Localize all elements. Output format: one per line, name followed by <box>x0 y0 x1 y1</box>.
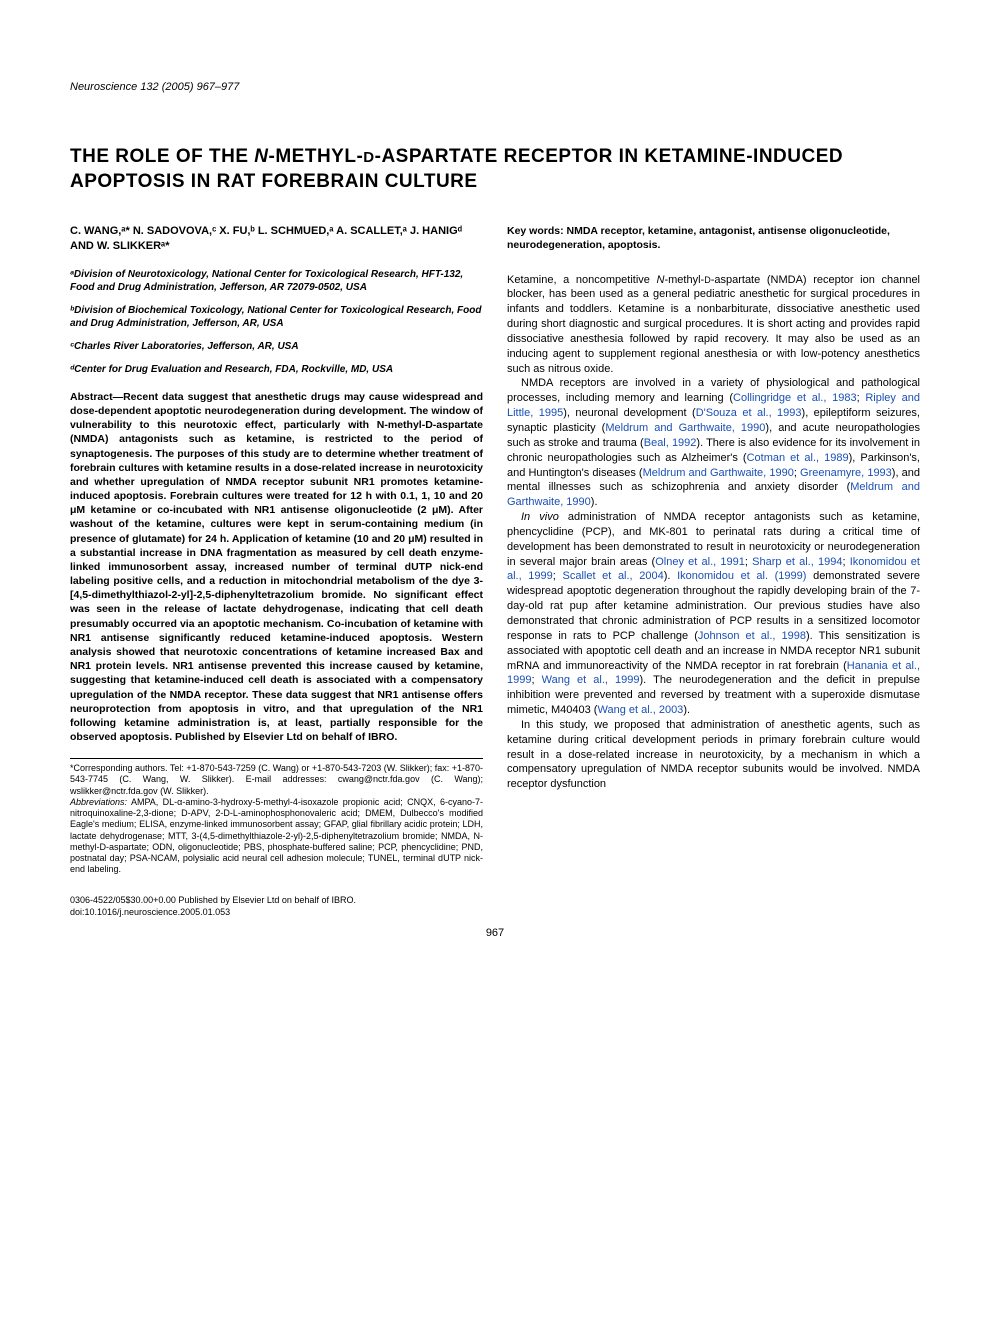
citation-link[interactable]: Meldrum and Garthwaite, 1990 <box>605 422 765 434</box>
citation-link[interactable]: Wang et al., 2003 <box>597 704 683 716</box>
citation-link[interactable]: Wang et al., 1999 <box>542 674 640 686</box>
article-title: THE ROLE OF THE N-METHYL-D-ASPARTATE REC… <box>70 145 920 194</box>
citation-link[interactable]: Collingridge et al., 1983 <box>733 392 857 404</box>
citation-link[interactable]: Meldrum and Garthwaite, 1990 <box>643 467 794 479</box>
citation-link[interactable]: Meldrum and Garthwaite, 1990 <box>507 481 920 508</box>
body-paragraph: In this study, we proposed that administ… <box>507 718 920 792</box>
body-paragraph: In vivo administration of NMDA receptor … <box>507 510 920 718</box>
body-text-container: Ketamine, a noncompetitive N-methyl-D-as… <box>507 273 920 793</box>
two-column-layout: C. WANG,ᵃ* N. SADOVOVA,ᶜ X. FU,ᵇ L. SCHM… <box>70 224 920 875</box>
citation-link[interactable]: Scallet et al., 2004 <box>562 570 663 582</box>
affiliation-b: ᵇDivision of Biochemical Toxicology, Nat… <box>70 304 483 330</box>
affiliation-a: ᵃDivision of Neurotoxicology, National C… <box>70 268 483 294</box>
page-number: 967 <box>70 926 920 941</box>
keywords: Key words: NMDA receptor, ketamine, anta… <box>507 224 920 252</box>
doi-line: doi:10.1016/j.neuroscience.2005.01.053 <box>70 906 920 918</box>
affiliation-d: ᵈCenter for Drug Evaluation and Research… <box>70 363 483 376</box>
abbreviations-footnote: Abbreviations: AMPA, DL-α-amino-3-hydrox… <box>70 797 483 876</box>
left-column: C. WANG,ᵃ* N. SADOVOVA,ᶜ X. FU,ᵇ L. SCHM… <box>70 224 483 875</box>
body-paragraph: NMDA receptors are involved in a variety… <box>507 376 920 510</box>
corresponding-author-footnote: *Corresponding authors. Tel: +1-870-543-… <box>70 763 483 797</box>
body-paragraph: Ketamine, a noncompetitive N-methyl-D-as… <box>507 273 920 377</box>
citation-link[interactable]: Beal, 1992 <box>644 437 697 449</box>
affiliation-c: ᶜCharles River Laboratories, Jefferson, … <box>70 340 483 353</box>
citation-link[interactable]: Cotman et al., 1989 <box>747 452 849 464</box>
citation-link[interactable]: D'Souza et al., 1993 <box>696 407 802 419</box>
citation-link[interactable]: Ikonomidou et al. (1999) <box>677 570 806 582</box>
copyright-line: 0306-4522/05$30.00+0.00 Published by Els… <box>70 894 920 906</box>
journal-header: Neuroscience 132 (2005) 967–977 <box>70 80 920 95</box>
abstract-text: Abstract—Recent data suggest that anesth… <box>70 390 483 744</box>
citation-link[interactable]: Johnson et al., 1998 <box>698 630 806 642</box>
citation-link[interactable]: Sharp et al., 1994 <box>752 556 842 568</box>
right-column: Key words: NMDA receptor, ketamine, anta… <box>507 224 920 875</box>
author-list: C. WANG,ᵃ* N. SADOVOVA,ᶜ X. FU,ᵇ L. SCHM… <box>70 224 483 254</box>
abbrev-text: AMPA, DL-α-amino-3-hydroxy-5-methyl-4-is… <box>70 797 483 875</box>
citation-link[interactable]: Greenamyre, 1993 <box>800 467 892 479</box>
citation-link[interactable]: Olney et al., 1991 <box>655 556 745 568</box>
